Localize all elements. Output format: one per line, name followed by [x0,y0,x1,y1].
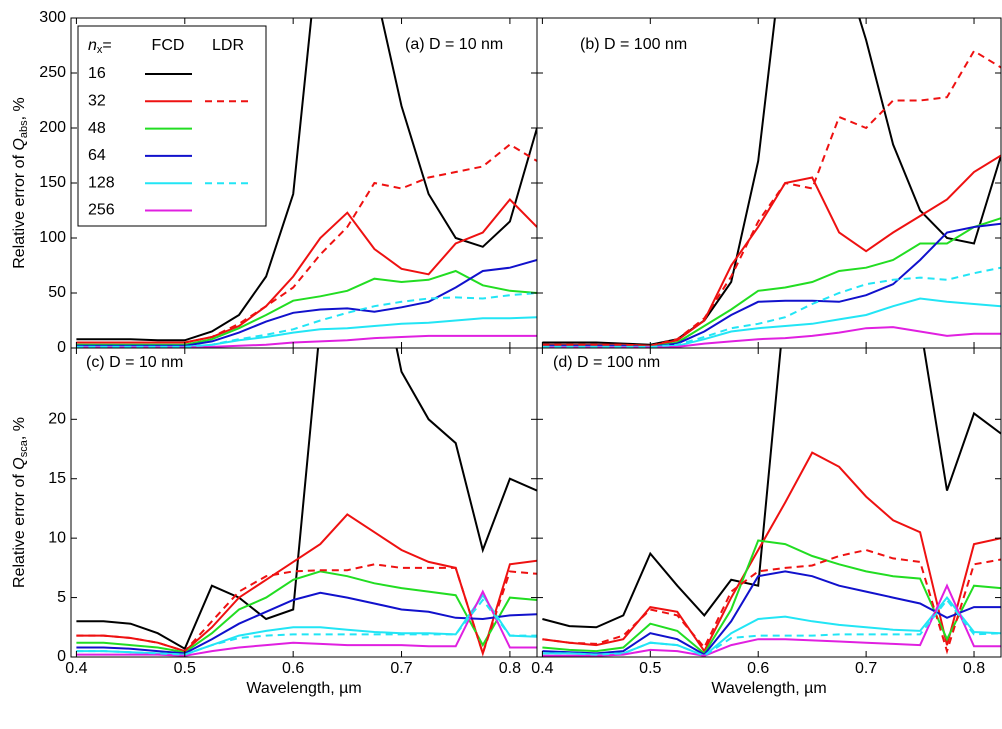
data-line [542,49,1001,347]
plot-area [542,18,1001,348]
legend-sub: x [97,44,103,56]
y-label-sub: abs [18,120,30,138]
legend-column: FCD [152,37,185,54]
panel-annotation: (a) D = 10 nm [405,36,503,53]
legend-label: 256 [88,202,115,219]
y-tick-label: 300 [39,9,66,26]
x-axis-label: Wavelength, µm [246,680,361,697]
y-axis-label: Relative error of Qsca, % [11,417,30,588]
data-line [542,451,1001,654]
y-tick-label: 0 [57,648,66,665]
data-line [542,348,1001,629]
x-tick-label: 0.6 [282,660,304,677]
data-line [76,292,537,348]
data-line [542,583,1001,657]
x-tick-label: 0.5 [174,660,196,677]
y-tick-label: 10 [48,529,66,546]
x-tick-label: 0.7 [855,660,877,677]
x-tick-label: 0.8 [963,660,985,677]
x-tick-label: 0.8 [499,660,521,677]
x-tick-label: 0.6 [747,660,769,677]
y-label-text: Relative error of [11,151,28,269]
legend-label: 16 [88,65,106,82]
data-line [76,259,537,347]
x-tick-label: 0.4 [531,660,553,677]
plot-area [542,348,1001,657]
data-line [542,598,1001,657]
data-line [76,563,537,657]
y-tick-label: 250 [39,64,66,81]
data-line [542,570,1001,656]
data-line [76,143,537,344]
x-tick-label: 0.4 [65,660,87,677]
data-line [542,18,1001,346]
panel-annotation: (c) D = 10 nm [86,354,183,371]
y-label-symbol: Q [11,138,28,150]
legend-label: 64 [88,147,106,164]
data-line [542,548,1001,655]
data-line [542,154,1001,347]
x-axis-label: Wavelength, µm [711,680,826,697]
y-tick-label: 15 [48,470,66,487]
data-line [76,589,537,657]
panel: 0.4 0.5 0.6 0.7 0.8 (d) D = 100 nm Wavelength,… [531,347,1002,697]
frame [536,347,1002,658]
x-tick-label: 0.5 [639,660,661,677]
legend-column: LDR [212,37,244,54]
legend-label: 48 [88,120,106,137]
legend-title: nx= [88,37,112,56]
legend-box [77,25,267,227]
data-line [76,598,537,656]
y-label-symbol: Q [11,457,28,469]
y-tick-label: 200 [39,119,66,136]
data-line [542,539,1001,655]
data-line [542,266,1001,348]
panel-annotation: (b) D = 100 nm [580,36,687,53]
plot-area [76,348,537,657]
panel: 0 5 10 15 20 0.4 0.5 0.6 0.7 0.8 (c) D = 10 nm Wave… [11,347,538,697]
plot-area [76,18,537,348]
legend-label: 32 [88,93,106,110]
data-line [76,591,537,655]
y-tick-label: 100 [39,229,66,246]
legend-tail: = [102,37,111,54]
data-line [76,18,537,342]
y-axis-label: Relative error of Qabs, % [11,97,30,269]
data-line [76,348,537,651]
data-line [76,269,537,346]
y-label-unit: , % [11,97,28,120]
y-tick-label: 20 [48,411,66,428]
legend-symbol: n [88,37,97,54]
x-tick-label: 0.7 [390,660,412,677]
y-tick-label: 5 [57,589,66,606]
panel: 0 50 100 150 200 250 300 (a) D = 10 nm Relative … [11,9,538,356]
y-tick-label: 50 [48,284,66,301]
panel-annotation: (d) D = 100 nm [553,354,660,371]
y-tick-label: 0 [57,339,66,356]
legend: nx= FCD LDR 16 32 48 64 128 256 [77,25,267,227]
data-line [76,570,537,654]
data-line [542,222,1001,348]
y-label-unit: , % [11,417,28,440]
data-line [76,513,537,657]
y-tick-label: 150 [39,174,66,191]
legend-label: 128 [88,174,115,191]
y-label-text: Relative error of [11,470,28,588]
panel: (b) D = 100 nm [536,17,1002,349]
y-label-sub: sca [18,439,30,457]
